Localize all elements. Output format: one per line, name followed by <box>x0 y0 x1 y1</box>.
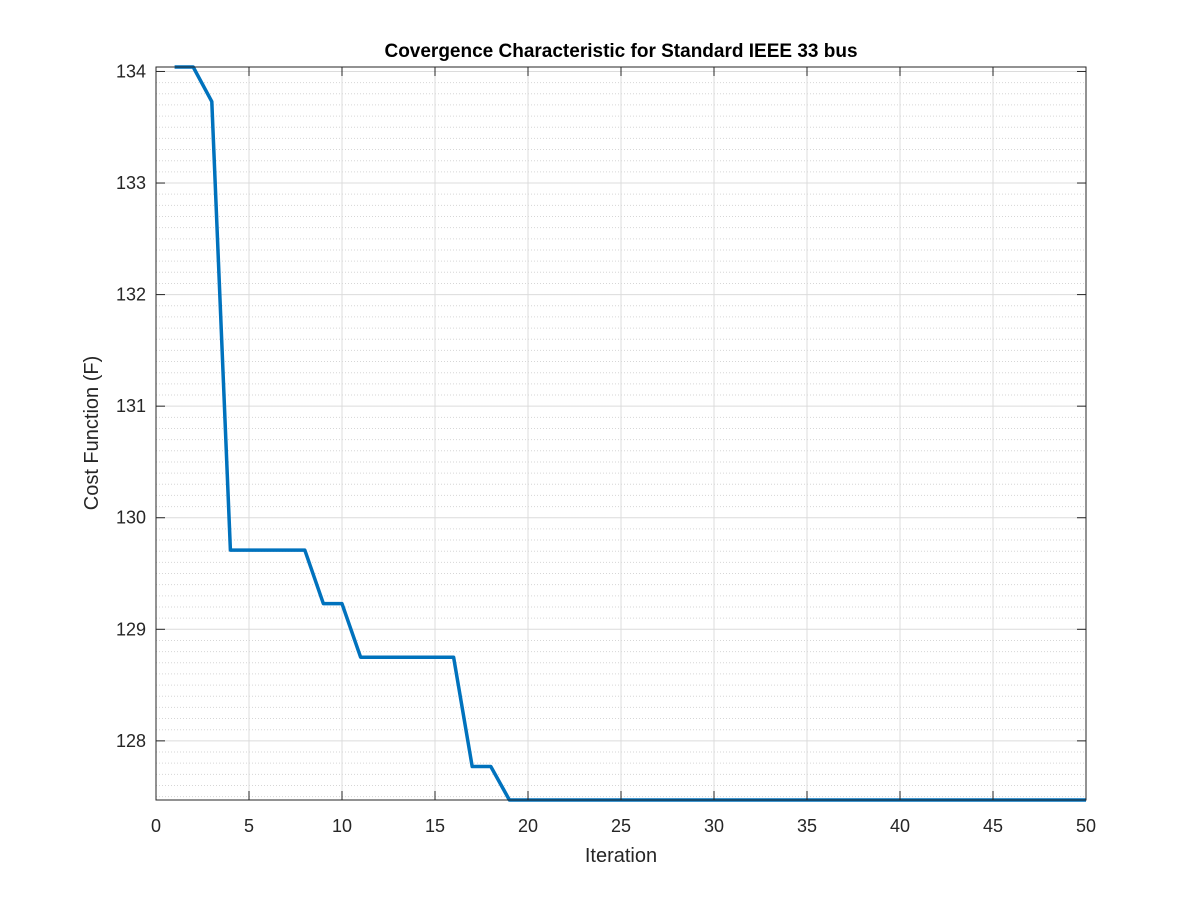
x-tick-label: 30 <box>704 816 724 836</box>
x-tick-labels: 0 5 10 15 20 25 30 35 40 45 50 <box>151 816 1096 836</box>
major-grid <box>156 67 1086 800</box>
y-tick-label: 128 <box>116 731 146 751</box>
x-tick-label: 20 <box>518 816 538 836</box>
x-tick-label: 15 <box>425 816 445 836</box>
y-tick-label: 131 <box>116 396 146 416</box>
x-tick-label: 45 <box>983 816 1003 836</box>
y-tick-label: 130 <box>116 508 146 528</box>
y-tick-label: 134 <box>116 61 146 81</box>
x-tick-label: 50 <box>1076 816 1096 836</box>
y-tick-labels: 128 129 130 131 132 133 134 <box>116 61 146 750</box>
x-tick-label: 10 <box>332 816 352 836</box>
y-tick-label: 132 <box>116 285 146 305</box>
tick-marks <box>155 67 1087 800</box>
x-axis-label: Iteration <box>585 845 657 867</box>
x-tick-label: 40 <box>890 816 910 836</box>
y-axis-label: Cost Function (F) <box>81 356 103 510</box>
x-tick-label: 5 <box>244 816 254 836</box>
y-tick-label: 129 <box>116 619 146 639</box>
x-tick-label: 35 <box>797 816 817 836</box>
y-tick-label: 133 <box>116 173 146 193</box>
x-tick-label: 0 <box>151 816 161 836</box>
chart-title: Covergence Characteristic for Standard I… <box>384 41 857 62</box>
x-tick-label: 25 <box>611 816 631 836</box>
